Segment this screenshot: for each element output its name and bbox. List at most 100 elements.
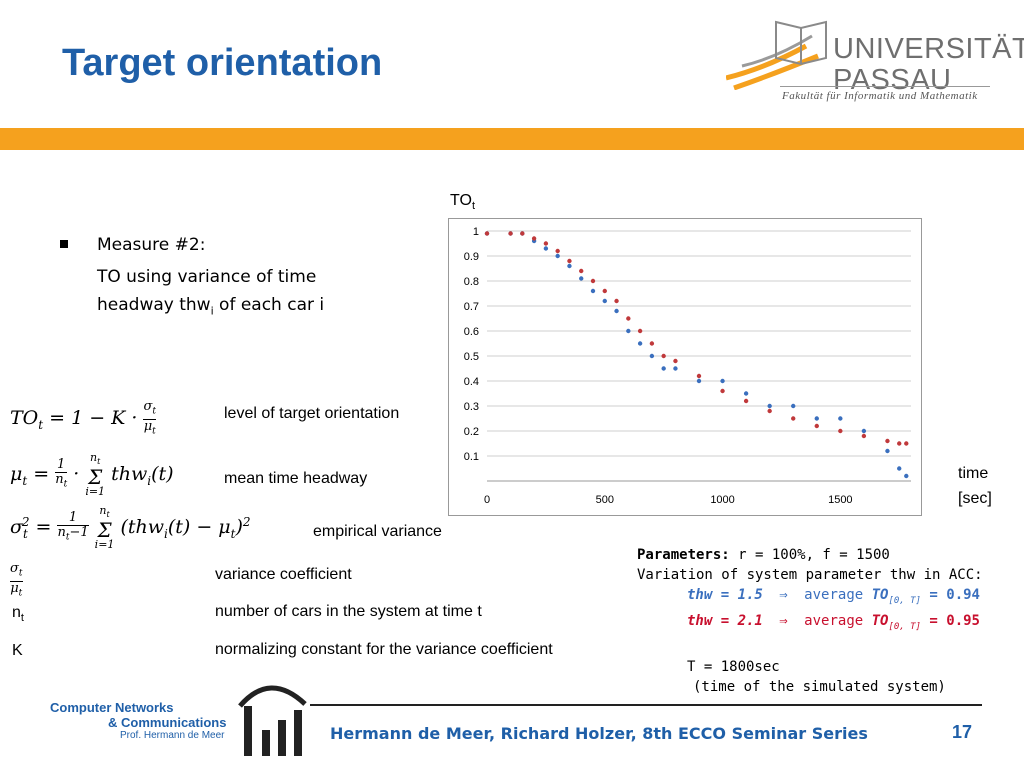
data-point-red <box>696 373 702 379</box>
params-blue-to: TO <box>871 587 889 603</box>
params-blue-sub: [0, T] <box>888 595 921 606</box>
params-blue-left: thw = 1.5 <box>687 587 763 603</box>
def-to: level of target orientation <box>224 405 400 422</box>
data-point-red <box>897 441 902 446</box>
data-point-blue <box>614 308 619 314</box>
data-point-red <box>661 353 666 359</box>
data-point-blue <box>637 341 643 346</box>
data-point-red <box>885 438 890 444</box>
data-point-red <box>590 278 596 284</box>
cn-logo-line2: & Communications <box>108 715 227 730</box>
data-point-blue <box>767 403 772 409</box>
data-point-red <box>743 398 749 404</box>
chart-xlabel-line2: [sec] <box>958 490 992 507</box>
chart-xlabel-line1: time <box>958 465 989 482</box>
bullet-line2-sub: i <box>210 304 214 318</box>
data-point-red <box>904 441 909 446</box>
data-point-blue <box>567 263 572 269</box>
data-point-blue <box>661 366 666 371</box>
data-point-red <box>579 268 584 274</box>
params-red-mid: average <box>804 612 872 629</box>
scatter-chart-svg: 0.1 0.2 0.3 0.4 0.5 0.6 0.7 0.8 0.9 1 0 500 1000 1500 <box>464 226 911 506</box>
data-point-red <box>673 358 678 364</box>
symbol-nt: nt <box>12 604 24 624</box>
params-red-to: TO <box>871 612 889 629</box>
data-point-red <box>637 328 643 334</box>
x-tick-label: 0 <box>484 494 490 506</box>
params-head: Parameters: r = 100%, f = 1500 <box>637 545 983 565</box>
data-point-red <box>531 236 537 241</box>
accent-band <box>0 128 1024 150</box>
y-tick-label: 0.5 <box>464 351 479 363</box>
y-tick-label: 0.6 <box>464 326 479 338</box>
university-logo-icon <box>726 20 827 90</box>
data-point-blue <box>720 378 725 384</box>
data-point-red <box>720 388 725 394</box>
data-point-red <box>767 408 772 414</box>
formula-mean: μt = 1 nt · nt Σ i=1 thwi(t) <box>10 451 174 499</box>
params-t-note: (time of the simulated system) <box>693 678 946 695</box>
def-coefficient: variance coefficient <box>215 566 352 583</box>
bullet-label: Measure #2: <box>97 235 206 255</box>
params-red-left: thw = 2.1 <box>687 612 763 629</box>
data-point-blue <box>838 416 843 421</box>
footer-divider <box>310 704 982 706</box>
data-point-red <box>838 428 843 434</box>
params-head-bold: Parameters: <box>637 547 730 563</box>
cn-logo: Computer Networks & Communications <box>50 700 226 730</box>
cn-logo-sub: Prof. Hermann de Meer <box>120 730 225 741</box>
data-point-red <box>508 231 513 236</box>
scatter-chart: 0.1 0.2 0.3 0.4 0.5 0.6 0.7 0.8 0.9 1 0 500 1000 1500 <box>448 218 922 516</box>
y-tick-label: 0.2 <box>464 426 479 438</box>
def-k: normalizing constant for the variance co… <box>215 641 553 658</box>
data-point-blue <box>885 448 890 454</box>
x-tick-label: 500 <box>596 494 614 506</box>
chart-ylabel: TOt <box>450 192 475 212</box>
def-mean: mean time headway <box>224 470 368 487</box>
data-point-red <box>484 231 490 236</box>
x-tick-label: 1500 <box>828 494 852 506</box>
params-variation: Variation of system parameter thw in ACC… <box>637 567 983 583</box>
params-t-line: T = 1800sec <box>687 658 780 675</box>
params-red-arrow-icon: ⇒ <box>779 612 788 629</box>
x-tick-label: 1000 <box>710 494 734 506</box>
data-point-red <box>649 341 655 346</box>
bullet-line1: TO using variance of time <box>97 267 317 287</box>
university-name-line1: UNIVERSITÄT <box>833 33 1024 65</box>
data-point-blue <box>579 276 584 281</box>
university-name-line2: PASSAU <box>833 64 952 96</box>
faculty-name: Fakultät für Informatik und Mathematik <box>782 90 978 102</box>
params-blue-arrow-icon: ⇒ <box>779 587 788 603</box>
data-point-red <box>602 288 607 294</box>
university-name: UNIVERSITÄT PASSAU <box>833 34 1024 96</box>
data-point-blue <box>649 353 655 359</box>
data-point-red <box>520 231 525 236</box>
data-point-blue <box>861 428 867 434</box>
cn-logo-line1: Computer Networks <box>50 700 174 715</box>
bullet-line2-rest: of each car i <box>213 295 325 315</box>
page-title: Target orientation <box>62 42 383 84</box>
page-number: 17 <box>952 722 973 742</box>
formula-coefficient: σt μt <box>10 561 23 599</box>
data-point-blue <box>897 466 902 471</box>
data-point-blue <box>904 473 909 479</box>
data-point-blue <box>555 253 560 259</box>
parameters-panel: Parameters: r = 100%, f = 1500 Variation… <box>637 545 983 697</box>
bullet-square-icon <box>60 240 68 248</box>
y-tick-label: 0.7 <box>464 301 479 313</box>
y-tick-label: 0.8 <box>464 276 479 288</box>
symbol-k: K <box>12 642 23 659</box>
data-point-blue <box>673 366 678 371</box>
chart-ylabel-sub: t <box>471 200 475 213</box>
symbol-nt-sub: t <box>20 612 24 625</box>
data-point-red <box>567 258 572 264</box>
data-point-blue <box>602 298 607 304</box>
data-point-blue <box>791 403 796 409</box>
formula-variance: σt2 = 1 nt−1 nt Σ i=1 (thwi(t) − μt)2 <box>10 504 251 552</box>
params-head-rest: r = 100%, f = 1500 <box>729 547 890 563</box>
params-blue-line: thw = 1.5 ⇒ average TO[0, T] = 0.94 <box>637 585 983 611</box>
data-point-red <box>791 416 796 421</box>
bullet-line2-text: headway thw <box>97 295 211 315</box>
params-red-line: thw = 2.1 ⇒ average TO[0, T] = 0.95 <box>637 611 983 637</box>
logo-divider <box>780 86 990 87</box>
